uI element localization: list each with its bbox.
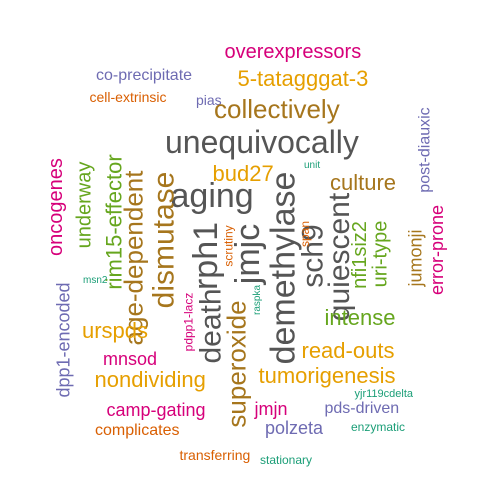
word-error-prone: error-prone <box>427 204 448 296</box>
word-demethylase: demethylase <box>263 171 302 365</box>
word-span: span <box>298 220 313 248</box>
word-aging: aging <box>170 177 254 215</box>
word-read-outs: read-outs <box>301 338 395 363</box>
word-nondividing: nondividing <box>94 367 206 392</box>
word-tumorigenesis: tumorigenesis <box>258 363 396 388</box>
word-transferring: transferring <box>179 447 251 463</box>
word-enzymatic: enzymatic <box>351 420 406 434</box>
word-urspds: urspds <box>82 318 149 343</box>
word-scrutiny: scrutiny <box>221 225 236 267</box>
word-overexpressors: overexpressors <box>224 41 362 63</box>
word-jmjn: jmjn <box>254 399 288 419</box>
word-cell-extrinsic: cell-extrinsic <box>89 89 167 105</box>
word-pias: pias <box>196 92 222 108</box>
word-collectively: collectively <box>214 94 340 124</box>
word-complicates: complicates <box>95 422 180 439</box>
word-polzeta: polzeta <box>265 418 324 438</box>
word-underway: underway <box>72 161 95 249</box>
word-rph1: rph1 <box>187 221 226 291</box>
word-camp-gating: camp-gating <box>106 400 206 420</box>
word-superoxide: superoxide <box>221 300 252 428</box>
word-jmjc: jmjc <box>229 223 268 285</box>
word-co-precipitate: co-precipitate <box>96 67 193 84</box>
word-msn2: msn2 <box>83 275 108 286</box>
word-oncogenes: oncogenes <box>44 158 67 256</box>
word-5-tatagggat-3: 5-tatagggat-3 <box>237 66 369 91</box>
word-uri-type: uri-type <box>368 220 391 288</box>
word-dpp1-encoded: dpp1-encoded <box>53 282 74 398</box>
word-post-diauxic: post-diauxic <box>416 107 434 193</box>
word-pdpp1-lacz: pdpp1-lacz <box>180 292 195 352</box>
word-culture: culture <box>330 170 397 195</box>
word-jumonji: jumonji <box>405 229 426 287</box>
word-intense: intense <box>324 305 396 330</box>
word-dismutase: dismutase <box>146 171 180 309</box>
word-bud27: bud27 <box>212 161 274 186</box>
word-pds-driven: pds-driven <box>324 400 400 417</box>
word-yjr119cdelta: yjr119cdelta <box>354 387 414 400</box>
word-nfi1siz2: nfi1siz2 <box>348 221 371 289</box>
word-mnsod: mnsod <box>103 349 158 369</box>
word-unit: unit <box>304 160 321 171</box>
word-stationary: stationary <box>260 453 313 467</box>
word-unequivocally: unequivocally <box>165 124 359 160</box>
word-raspka: raspka <box>252 284 264 316</box>
